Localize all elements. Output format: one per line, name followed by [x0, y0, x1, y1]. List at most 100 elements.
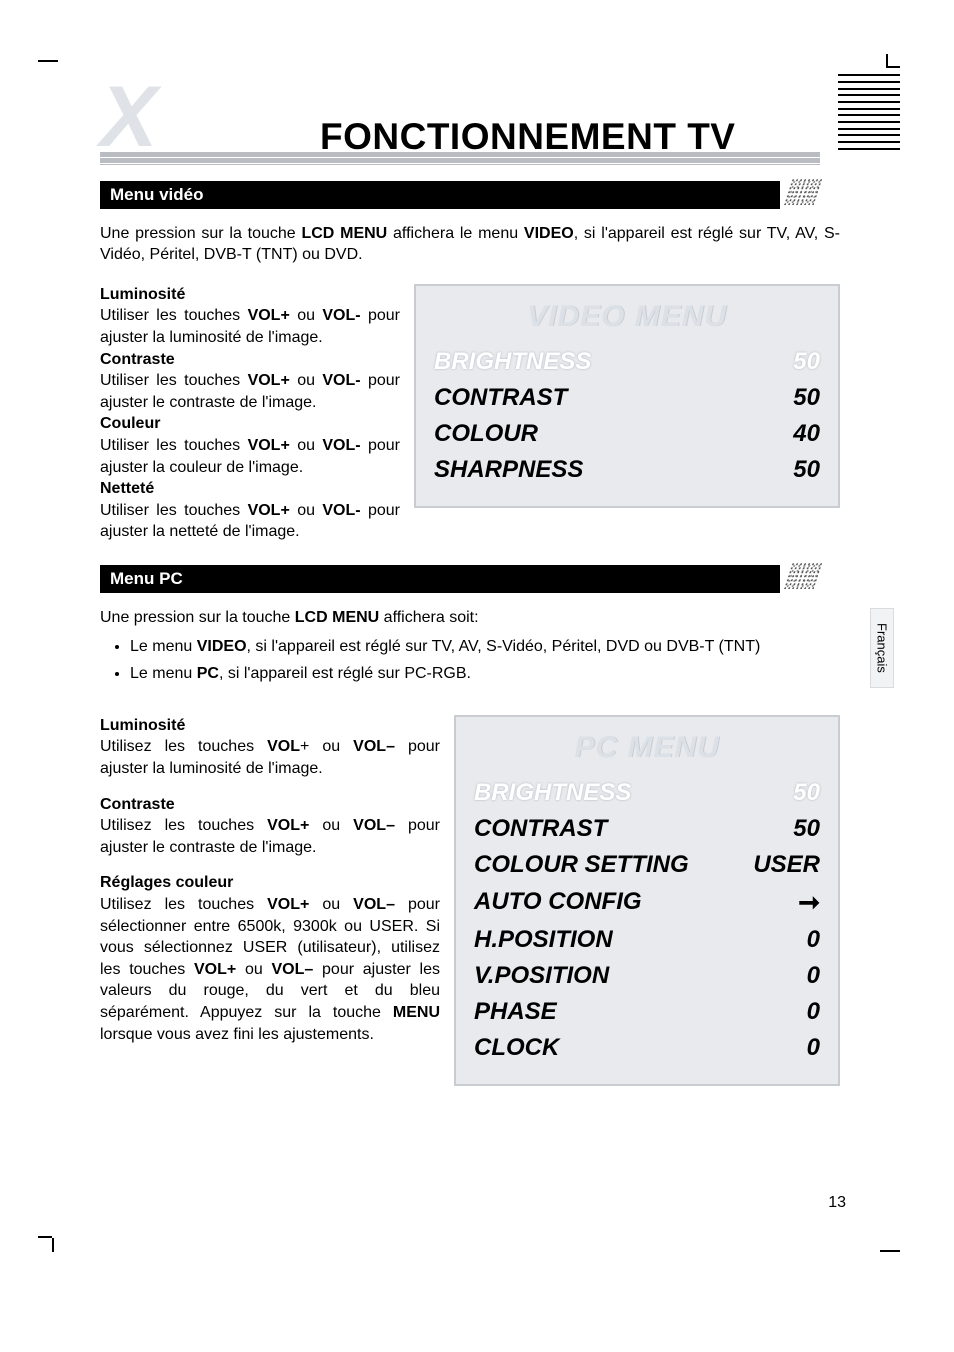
pc-menu-title: PC MENU — [474, 731, 820, 765]
menu-row: PHASE 0 — [474, 998, 820, 1026]
text: Utiliser les touches — [100, 437, 248, 454]
text: ou — [290, 372, 323, 389]
text-bold: VOL– — [353, 896, 395, 913]
pc-menu-rows: BRIGHTNESS50CONTRAST50COLOUR SETTINGUSER… — [474, 779, 820, 1062]
text: + ou — [300, 738, 353, 755]
text: Utiliser les touches — [100, 502, 248, 519]
menu-row-value: 50 — [793, 384, 820, 412]
text-bold: VOL- — [322, 307, 360, 324]
menu-row-value: 0 — [807, 998, 820, 1026]
language-tab: Français — [870, 608, 894, 688]
section-header-video: Menu vidéo — [100, 181, 780, 209]
pc-settings-descriptions: Luminosité Utilisez les touches VOL+ ou … — [100, 715, 440, 1086]
crop-mark — [38, 60, 58, 62]
text-bold: VOL+ — [248, 502, 290, 519]
menu-row: SHARPNESS50 — [434, 456, 820, 484]
menu-row-label: COLOUR — [434, 420, 538, 448]
text-bold: VOL+ — [194, 961, 236, 978]
sub-heading-contraste: Contraste — [100, 349, 400, 371]
crop-mark — [52, 1238, 54, 1252]
menu-row-value: 0 — [807, 962, 820, 990]
logo-x: X — [100, 92, 151, 144]
text: ou — [309, 896, 353, 913]
menu-row-value: USER — [753, 851, 820, 879]
menu-row-label: H.POSITION — [474, 926, 613, 954]
text: ou — [290, 502, 323, 519]
pc-menu-panel: PC MENU BRIGHTNESS50CONTRAST50COLOUR SET… — [454, 715, 840, 1086]
text-bold: VOL+ — [248, 307, 290, 324]
menu-row-label: SHARPNESS — [434, 456, 583, 484]
desc-couleur: Utiliser les touches VOL+ ou VOL- pour a… — [100, 435, 400, 478]
list-item: Le menu PC, si l'appareil est réglé sur … — [130, 662, 840, 685]
text-bold: VOL– — [271, 961, 313, 978]
menu-row: CONTRAST 50 — [434, 384, 820, 412]
text-bold: VOL+ — [248, 437, 290, 454]
menu-row-label: PHASE — [474, 998, 557, 1026]
intro-paragraph-pc: Une pression sur la touche LCD MENU affi… — [100, 607, 840, 629]
menu-row-value: 0 — [807, 1034, 820, 1062]
menu-row-label: CLOCK — [474, 1034, 559, 1062]
text: , si l'appareil est réglé sur TV, AV, S-… — [247, 638, 761, 655]
menu-row-value: 0 — [807, 926, 820, 954]
text-bold: LCD MENU — [301, 225, 387, 242]
text: Utiliser les touches — [100, 372, 248, 389]
menu-row-label: V.POSITION — [474, 962, 609, 990]
crop-mark — [886, 66, 900, 68]
text: Le menu — [130, 638, 197, 655]
text-bold: VOL- — [322, 372, 360, 389]
crop-mark — [880, 1250, 900, 1252]
text-bold: VOL+ — [267, 817, 309, 834]
menu-row: COLOUR SETTINGUSER — [474, 851, 820, 879]
text-bold: VOL– — [353, 738, 395, 755]
video-menu-rows: BRIGHTNESS 50 CONTRAST 50 COLOUR 40 SHARPNESS5… — [434, 348, 820, 484]
text-bold: VOL- — [322, 437, 360, 454]
menu-row: CONTRAST 50 — [474, 815, 820, 843]
text-bold: VOL+ — [267, 896, 309, 913]
menu-row: BRIGHTNESS 50 — [434, 348, 820, 376]
text: affichera soit: — [379, 609, 478, 626]
desc-pc-luminosite: Utilisez les touches VOL+ ou VOL– pour a… — [100, 736, 440, 779]
text: Utilisez les touches — [100, 896, 267, 913]
menu-row: COLOUR 40 — [434, 420, 820, 448]
menu-row-value: 50 — [793, 348, 820, 376]
video-settings-descriptions: Luminosité Utiliser les touches VOL+ ou … — [100, 284, 400, 543]
desc-contraste: Utiliser les touches VOL+ ou VOL- pour a… — [100, 370, 400, 413]
text-bold: VOL+ — [248, 372, 290, 389]
text: ou — [236, 961, 271, 978]
menu-row-value: 40 — [793, 420, 820, 448]
desc-pc-contraste: Utilisez les touches VOL+ ou VOL– pour a… — [100, 815, 440, 858]
crop-mark — [38, 1236, 52, 1238]
page-content: X FONCTIONNEMENT TV Menu vidéo Une press… — [100, 92, 840, 1086]
text-bold: VIDEO — [524, 225, 574, 242]
menu-row-label: CONTRAST — [474, 815, 607, 843]
menu-row-label: AUTO CONFIG — [474, 888, 642, 916]
text-bold: PC — [197, 665, 219, 682]
text: ou — [290, 437, 323, 454]
menu-row-label: CONTRAST — [434, 384, 567, 412]
arrow-icon: ➞ — [798, 887, 820, 918]
menu-row-label: BRIGHTNESS — [434, 348, 591, 376]
menu-row-value: 50 — [793, 779, 820, 807]
text: Une pression sur la touche — [100, 609, 295, 626]
desc-nettete: Utiliser les touches VOL+ ou VOL- pour a… — [100, 500, 400, 543]
text: Une pression sur la touche — [100, 225, 301, 242]
menu-row-value: 50 — [793, 815, 820, 843]
text-bold: VIDEO — [197, 638, 247, 655]
sub-heading-nettete: Netteté — [100, 478, 400, 500]
text: , si l'appareil est réglé sur PC-RGB. — [219, 665, 471, 682]
menu-row: CLOCK 0 — [474, 1034, 820, 1062]
text: Utilisez les touches — [100, 817, 267, 834]
text: Utilisez les touches — [100, 738, 267, 755]
page-number: 13 — [828, 1194, 846, 1212]
intro-paragraph-video: Une pression sur la touche LCD MENU affi… — [100, 223, 840, 266]
text-bold: LCD MENU — [295, 609, 379, 626]
text: lorsque vous avez fini les ajustements. — [100, 1026, 374, 1043]
text: ou — [290, 307, 323, 324]
text: ou — [309, 817, 353, 834]
video-menu-panel: VIDEO MENU BRIGHTNESS50CONTRAST50COLOUR4… — [414, 284, 840, 543]
list-item: Le menu VIDEO, si l'appareil est réglé s… — [130, 635, 840, 658]
sub-heading-couleur: Couleur — [100, 413, 400, 435]
text-bold: VOL- — [322, 502, 360, 519]
video-menu-box: VIDEO MENU BRIGHTNESS50CONTRAST50COLOUR4… — [414, 284, 840, 508]
sub-heading-luminosite: Luminosité — [100, 284, 400, 306]
